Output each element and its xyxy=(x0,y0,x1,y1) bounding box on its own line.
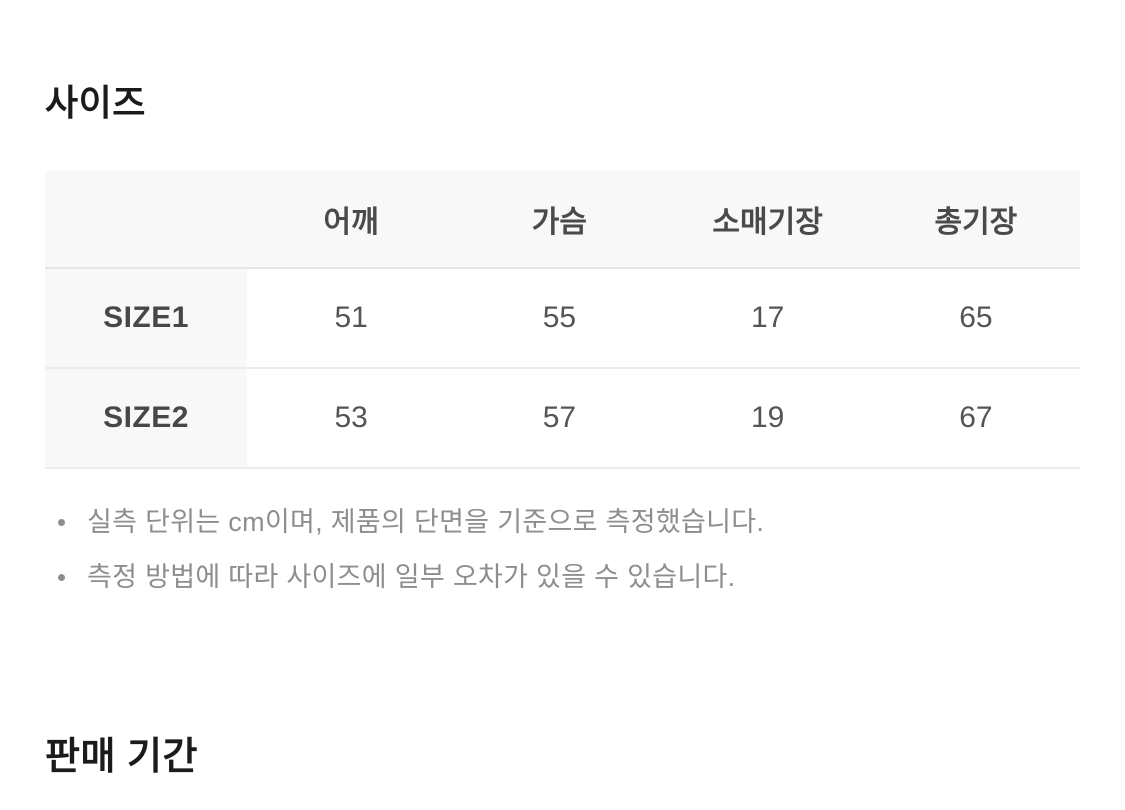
bullet-icon xyxy=(58,574,65,581)
size-row-label: SIZE2 xyxy=(45,368,247,469)
size-section: 사이즈 어깨 가슴 소매기장 총기장 SIZE1 51 55 1 xyxy=(45,0,1080,605)
size-cell-chest: 57 xyxy=(455,368,664,469)
size-row-label: SIZE1 xyxy=(45,268,247,369)
size-note-item: 측정 방법에 따라 사이즈에 일부 오차가 있을 수 있습니다. xyxy=(45,550,1080,605)
size-cell-shoulder: 51 xyxy=(247,268,456,369)
size-section-title: 사이즈 xyxy=(45,82,146,123)
size-table-column-header-sleeve: 소매기장 xyxy=(663,171,872,269)
size-table-header-row: 어깨 가슴 소매기장 총기장 xyxy=(45,171,1080,269)
size-table-column-header-length: 총기장 xyxy=(871,171,1080,269)
size-table-corner-cell xyxy=(45,171,247,269)
size-table-column-header-shoulder: 어깨 xyxy=(247,171,456,269)
size-note-item: 실측 단위는 cm이며, 제품의 단면을 기준으로 측정했습니다. xyxy=(45,495,1080,550)
size-table-row-size2: SIZE2 53 57 19 67 xyxy=(45,368,1080,469)
size-cell-shoulder: 53 xyxy=(247,368,456,469)
size-note-text: 실측 단위는 cm이며, 제품의 단면을 기준으로 측정했습니다. xyxy=(87,507,765,537)
size-cell-length: 67 xyxy=(871,368,1080,469)
size-note-text: 측정 방법에 따라 사이즈에 일부 오차가 있을 수 있습니다. xyxy=(87,562,736,592)
size-table-column-header-chest: 가슴 xyxy=(455,171,664,269)
size-cell-chest: 55 xyxy=(455,268,664,369)
size-notes: 실측 단위는 cm이며, 제품의 단면을 기준으로 측정했습니다. 측정 방법에… xyxy=(45,495,1080,605)
size-cell-sleeve: 17 xyxy=(663,268,872,369)
size-table: 어깨 가슴 소매기장 총기장 SIZE1 51 55 17 65 SIZE2 5… xyxy=(45,171,1080,469)
sale-period-section: 판매 기간 xyxy=(45,605,1080,781)
sale-period-title: 판매 기간 xyxy=(45,736,198,778)
size-cell-sleeve: 19 xyxy=(663,368,872,469)
bullet-icon xyxy=(58,519,65,526)
size-cell-length: 65 xyxy=(871,268,1080,369)
product-detail-page: 사이즈 어깨 가슴 소매기장 총기장 SIZE1 51 55 1 xyxy=(45,0,1080,781)
size-table-row-size1: SIZE1 51 55 17 65 xyxy=(45,268,1080,369)
